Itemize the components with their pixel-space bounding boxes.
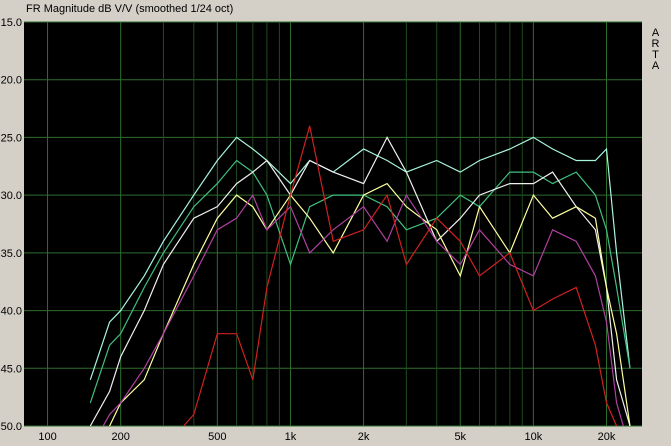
y-tick-label: -40.0 <box>0 306 22 318</box>
y-tick-label: -35.0 <box>0 248 22 260</box>
x-tick-label: 10k <box>525 431 543 443</box>
plot-area <box>24 22 642 426</box>
x-tick-label: 100 <box>38 431 56 443</box>
x-tick-label: 1k <box>285 431 297 443</box>
response-line <box>182 125 618 426</box>
x-tick-label: 5k <box>454 431 466 443</box>
y-tick-label: -15.0 <box>0 17 22 29</box>
y-tick-label: -45.0 <box>0 363 22 375</box>
response-line <box>108 182 631 426</box>
response-line <box>102 193 624 426</box>
response-line <box>89 136 631 380</box>
y-tick-label: -30.0 <box>0 190 22 202</box>
x-tick-label: 200 <box>111 431 129 443</box>
chart-title: FR Magnitude dB V/V (smoothed 1/24 oct) <box>26 3 233 15</box>
x-tick-label: 500 <box>208 431 226 443</box>
y-tick-label: -20.0 <box>0 75 22 87</box>
brand-label: ARTA <box>651 27 660 72</box>
y-tick-label: -25.0 <box>0 132 22 144</box>
y-tick-label: -50.0 <box>0 421 22 433</box>
x-tick-label: 20k <box>598 431 616 443</box>
x-tick-label: 2k <box>358 431 370 443</box>
response-line <box>89 136 631 426</box>
